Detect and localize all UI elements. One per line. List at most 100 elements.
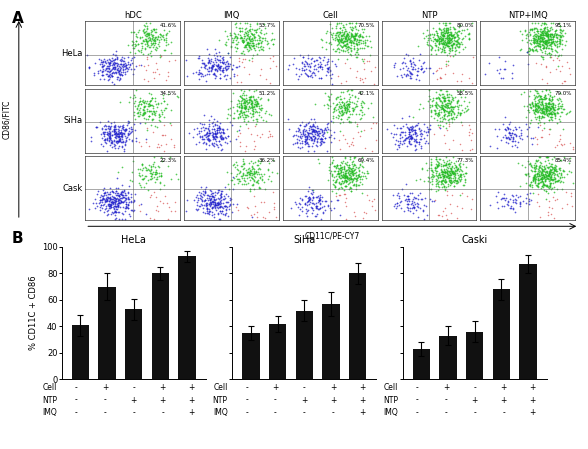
Point: [355, 36, 364, 43]
Point: [524, 172, 534, 179]
Point: [239, 33, 249, 40]
Point: [217, 202, 226, 210]
Point: [539, 181, 549, 189]
Point: [447, 46, 457, 53]
Point: [544, 99, 554, 106]
Point: [144, 103, 153, 110]
Point: [555, 37, 564, 44]
Point: [405, 128, 414, 136]
Point: [332, 114, 341, 121]
Point: [215, 75, 225, 82]
Point: [400, 196, 409, 203]
Point: [450, 102, 459, 110]
Point: [537, 107, 546, 114]
Point: [331, 22, 340, 30]
Point: [420, 194, 430, 202]
Point: [339, 37, 349, 44]
Point: [236, 103, 246, 110]
Text: 51.2%: 51.2%: [259, 91, 276, 96]
Point: [336, 24, 345, 31]
Point: [115, 215, 124, 222]
Point: [211, 130, 220, 137]
Point: [128, 40, 138, 48]
Point: [118, 57, 128, 64]
Point: [328, 33, 337, 40]
Point: [333, 162, 342, 169]
Point: [193, 197, 203, 204]
Point: [539, 93, 549, 101]
Point: [420, 121, 429, 128]
Point: [539, 174, 549, 181]
Text: 79.0%: 79.0%: [555, 91, 572, 96]
Point: [330, 31, 339, 39]
Point: [538, 166, 547, 173]
Point: [442, 24, 452, 31]
Point: [146, 96, 156, 103]
Point: [128, 158, 138, 165]
Point: [146, 40, 155, 47]
Point: [149, 43, 158, 50]
Point: [533, 191, 542, 198]
Point: [297, 70, 306, 78]
Point: [539, 38, 548, 45]
Point: [248, 41, 258, 48]
Point: [336, 168, 346, 175]
Point: [447, 108, 457, 115]
Point: [148, 69, 158, 76]
Point: [359, 65, 369, 72]
Point: [241, 97, 250, 104]
Point: [418, 208, 427, 215]
Point: [336, 180, 346, 187]
Point: [434, 170, 443, 177]
Point: [546, 50, 555, 57]
Point: [431, 94, 440, 101]
Point: [394, 192, 403, 199]
Point: [544, 164, 553, 172]
Point: [537, 97, 547, 105]
Text: 53.7%: 53.7%: [259, 23, 276, 28]
Point: [244, 102, 253, 109]
Point: [237, 162, 246, 169]
Point: [151, 29, 160, 36]
Point: [445, 167, 455, 175]
Point: [439, 32, 448, 39]
Point: [550, 42, 560, 49]
Point: [149, 110, 159, 117]
Point: [354, 167, 363, 175]
Point: [410, 129, 419, 136]
Point: [148, 39, 158, 46]
Point: [412, 122, 421, 129]
Point: [314, 160, 323, 167]
Point: [183, 72, 192, 79]
Point: [539, 37, 549, 44]
Point: [256, 46, 266, 53]
Point: [319, 208, 328, 216]
Point: [347, 167, 356, 174]
Point: [104, 76, 113, 83]
Point: [450, 104, 459, 111]
Point: [139, 62, 149, 69]
Point: [558, 125, 567, 132]
Point: [240, 42, 250, 49]
Point: [210, 130, 219, 137]
Point: [437, 86, 446, 93]
Point: [443, 116, 453, 123]
Point: [102, 65, 111, 72]
Point: [430, 166, 440, 173]
Point: [522, 190, 532, 197]
Point: [125, 48, 135, 56]
Point: [243, 39, 253, 46]
Point: [548, 19, 557, 26]
Point: [443, 43, 453, 50]
Point: [129, 44, 138, 52]
Point: [131, 41, 141, 48]
Point: [537, 95, 546, 102]
Point: [112, 206, 122, 213]
Point: [537, 168, 547, 175]
Point: [92, 124, 101, 131]
Point: [113, 127, 122, 134]
Point: [232, 19, 241, 26]
Point: [215, 67, 225, 74]
Point: [347, 168, 356, 175]
Point: [95, 197, 105, 204]
